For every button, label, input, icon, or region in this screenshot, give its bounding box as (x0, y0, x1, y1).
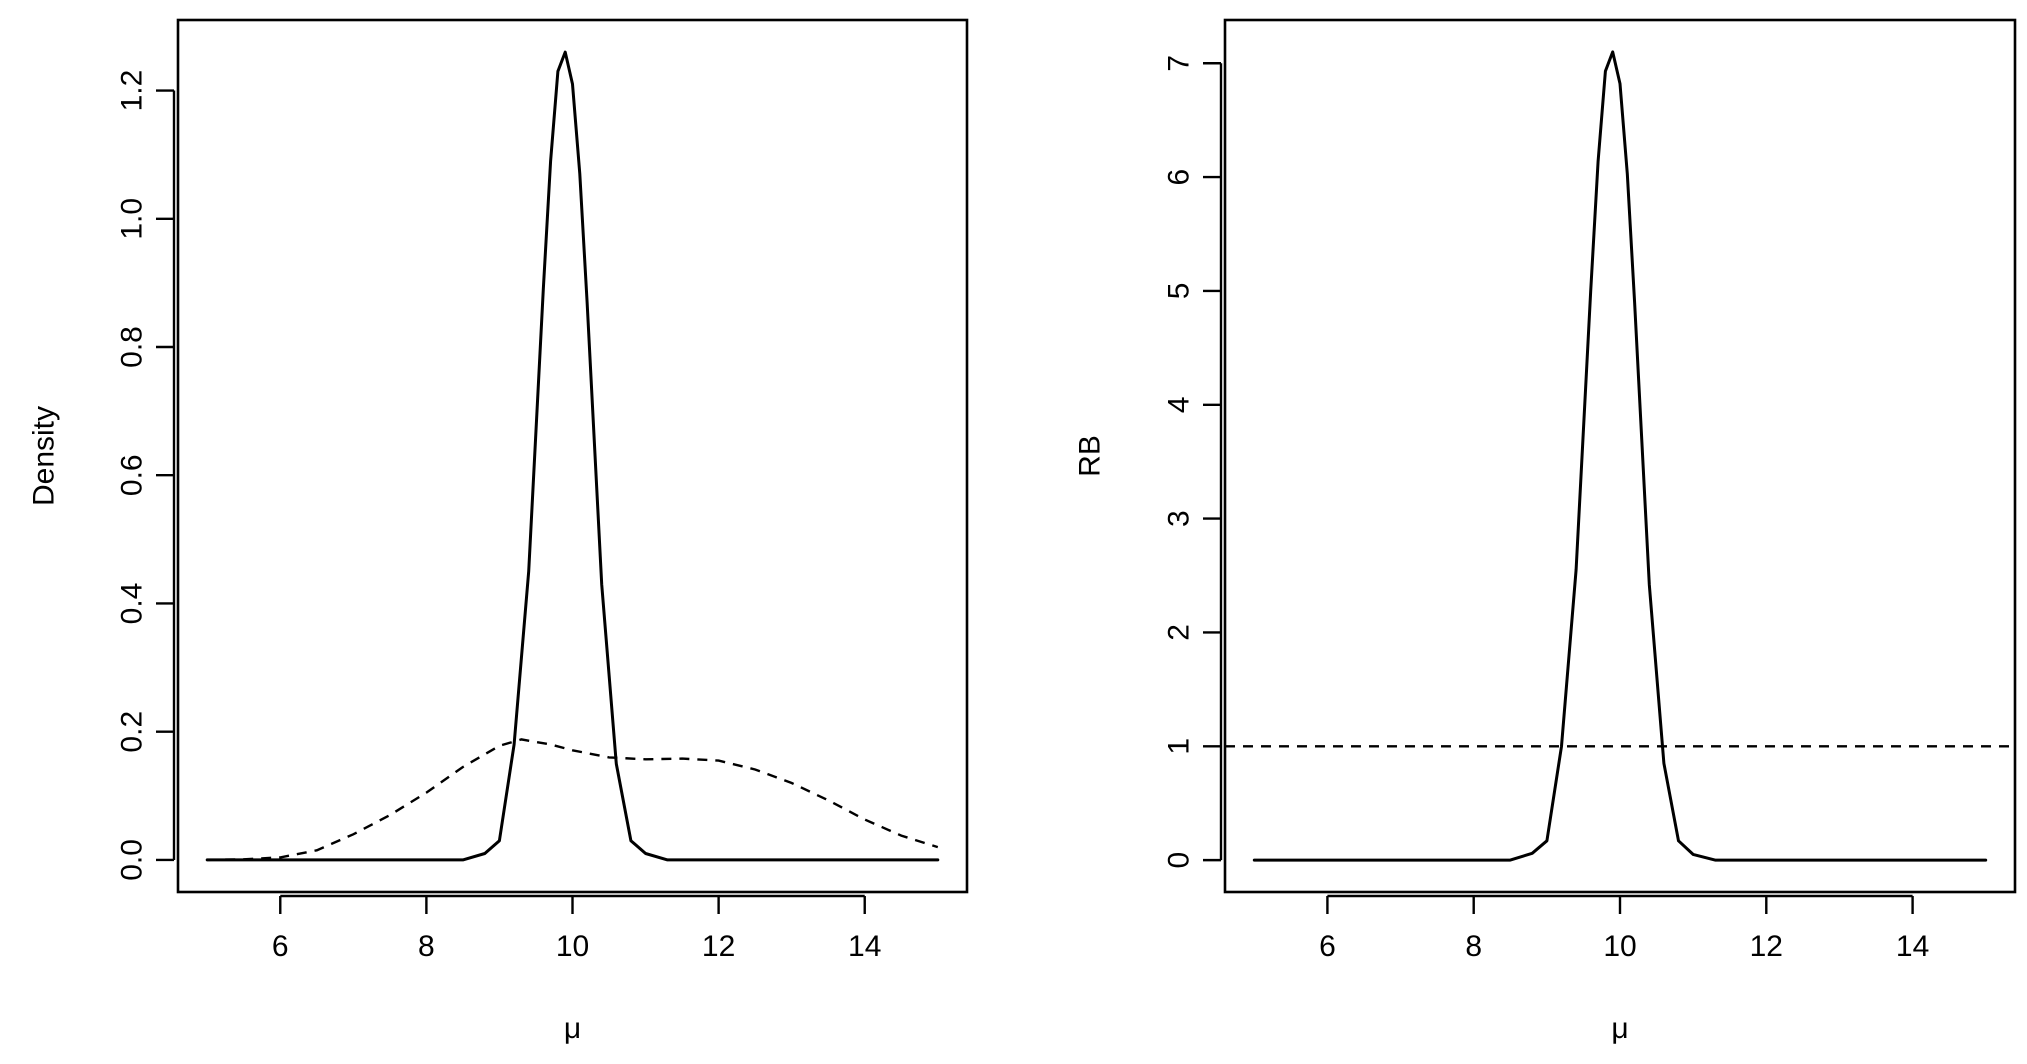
y-tick-label: 5 (1163, 283, 1196, 300)
x-tick-label: 14 (848, 930, 881, 963)
y-tick-label: 1.0 (116, 198, 149, 240)
plot-frame (176, 18, 969, 894)
y-axis-title: RB (1074, 435, 1107, 477)
y-tick-label: 4 (1163, 396, 1196, 413)
y-tick-label: 0.0 (116, 839, 149, 881)
x-tick-label: 6 (1319, 930, 1336, 963)
y-tick-label: 6 (1163, 169, 1196, 186)
density-panel: 6 8 10 12 14 0.0 0.2 0.4 0.6 0.8 1.0 1.2 μ Density (28, 18, 969, 1045)
y-tick-label: 0.2 (116, 711, 149, 753)
y-axis-title: Density (28, 406, 61, 506)
solid-series-line (1252, 50, 1988, 862)
y-tick-label: 2 (1163, 624, 1196, 641)
x-tick-label: 8 (1465, 930, 1482, 963)
y-tick-label: 0.4 (116, 583, 149, 625)
x-tick-label: 12 (1750, 930, 1783, 963)
y-tick-label: 0.6 (116, 454, 149, 496)
x-tick-label: 12 (702, 930, 735, 963)
y-tick-label: 3 (1163, 510, 1196, 527)
dashed-series-line (207, 738, 939, 862)
y-tick-label: 0 (1163, 852, 1196, 869)
x-tick-label: 10 (1603, 930, 1636, 963)
plot-frame (1223, 18, 2017, 894)
solid-series-line (205, 50, 940, 862)
y-tick-label: 1 (1163, 738, 1196, 755)
x-axis-title: μ (564, 1012, 581, 1045)
x-tick-label: 14 (1896, 930, 1929, 963)
x-tick-label: 10 (556, 930, 589, 963)
y-tick-label: 1.2 (116, 70, 149, 112)
x-axis-title: μ (1611, 1012, 1628, 1045)
x-tick-label: 8 (418, 930, 435, 963)
y-tick-label: 0.8 (116, 326, 149, 368)
x-tick-label: 6 (272, 930, 289, 963)
y-tick-label: 7 (1163, 55, 1196, 72)
